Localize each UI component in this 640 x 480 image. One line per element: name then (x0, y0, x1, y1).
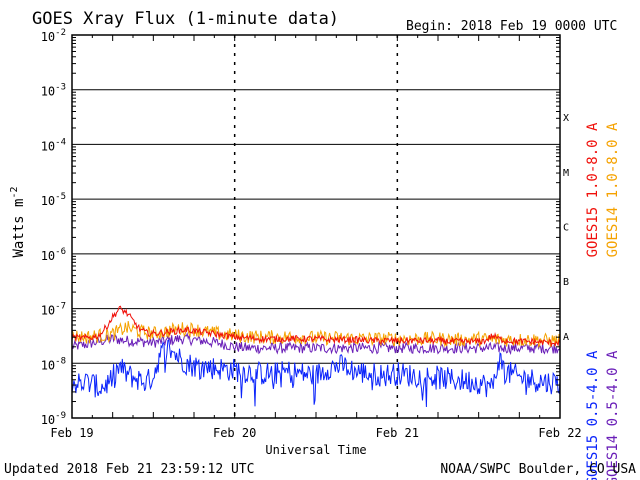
series-layer (71, 305, 561, 408)
y-tick-exponent: -8 (55, 356, 66, 366)
x-tick-label: Feb 21 (376, 426, 419, 440)
plot-frame (71, 34, 561, 419)
y-tick-base: 10 (41, 194, 55, 208)
axes-layer (71, 34, 561, 419)
flare-class-label: C (563, 223, 569, 234)
y-tick-base: 10 (41, 30, 55, 44)
y-tick-exponent: -7 (55, 302, 66, 312)
flare-class-labels: X M C B A (563, 113, 569, 343)
series-line (71, 305, 561, 348)
y-tick-labels: 10-210-310-410-510-610-710-810-9 (41, 28, 66, 427)
flare-class-label: X (563, 113, 569, 124)
y-tick-base: 10 (41, 413, 55, 427)
y-tick-label: 10-2 (41, 28, 66, 44)
series-line (71, 332, 561, 356)
y-tick-label: 10-6 (41, 247, 66, 263)
y-tick-base: 10 (41, 139, 55, 153)
y-tick-exponent: -4 (55, 137, 66, 147)
y-tick-label: 10-8 (41, 356, 66, 372)
y-tick-base: 10 (41, 249, 55, 263)
noaa-credit: NOAA/SWPC Boulder, CO USA (440, 462, 636, 477)
begin-label: Begin: 2018 Feb 19 0000 UTC (406, 19, 617, 34)
y-tick-label: 10-9 (41, 411, 66, 427)
legend-goes14-long: GOES14 1.0-8.0 A (605, 122, 621, 257)
y-tick-label: 10-7 (41, 302, 66, 318)
x-tick-labels: Feb 19 Feb 20 Feb 21 Feb 22 (50, 426, 581, 440)
svg-text:Watts m-2: Watts m-2 (9, 186, 27, 257)
series-line (71, 321, 561, 349)
flare-class-label: M (563, 168, 569, 179)
y-tick-exponent: -2 (55, 28, 66, 38)
y-tick-label: 10-5 (41, 192, 66, 208)
y-tick-base: 10 (41, 85, 55, 99)
legend-left-column: GOES15 0.5-4.0 A GOES15 1.0-8.0 A (585, 122, 601, 480)
legend-goes14-short: GOES14 0.5-4.0 A (605, 350, 621, 480)
updated-timestamp: Updated 2018 Feb 21 23:59:12 UTC (4, 462, 254, 477)
series-line (71, 339, 561, 408)
y-axis-title-text: Watts m (11, 199, 27, 258)
x-tick-label: Feb 22 (538, 426, 581, 440)
x-tick-label: Feb 20 (213, 426, 256, 440)
y-axis-title: Watts m-2 (9, 186, 27, 257)
chart-title: GOES Xray Flux (1-minute data) (32, 9, 339, 29)
flare-class-label: B (563, 277, 569, 288)
y-tick-exponent: -6 (55, 247, 66, 257)
flare-class-label: A (563, 332, 569, 343)
legend-right-column: GOES14 0.5-4.0 A GOES14 1.0-8.0 A (605, 122, 621, 480)
x-axis-title: Universal Time (265, 443, 366, 457)
grid-layer (72, 34, 560, 419)
y-axis-title-exponent: -2 (9, 186, 20, 198)
x-tick-label: Feb 19 (50, 426, 93, 440)
y-tick-label: 10-3 (41, 83, 66, 99)
legend-goes15-short: GOES15 0.5-4.0 A (585, 350, 601, 480)
y-tick-exponent: -9 (55, 411, 66, 421)
y-tick-base: 10 (41, 304, 55, 318)
y-tick-label: 10-4 (41, 137, 66, 153)
y-tick-exponent: -3 (55, 83, 66, 93)
y-tick-base: 10 (41, 358, 55, 372)
y-tick-exponent: -5 (55, 192, 66, 202)
legend-goes15-long: GOES15 1.0-8.0 A (585, 122, 601, 257)
